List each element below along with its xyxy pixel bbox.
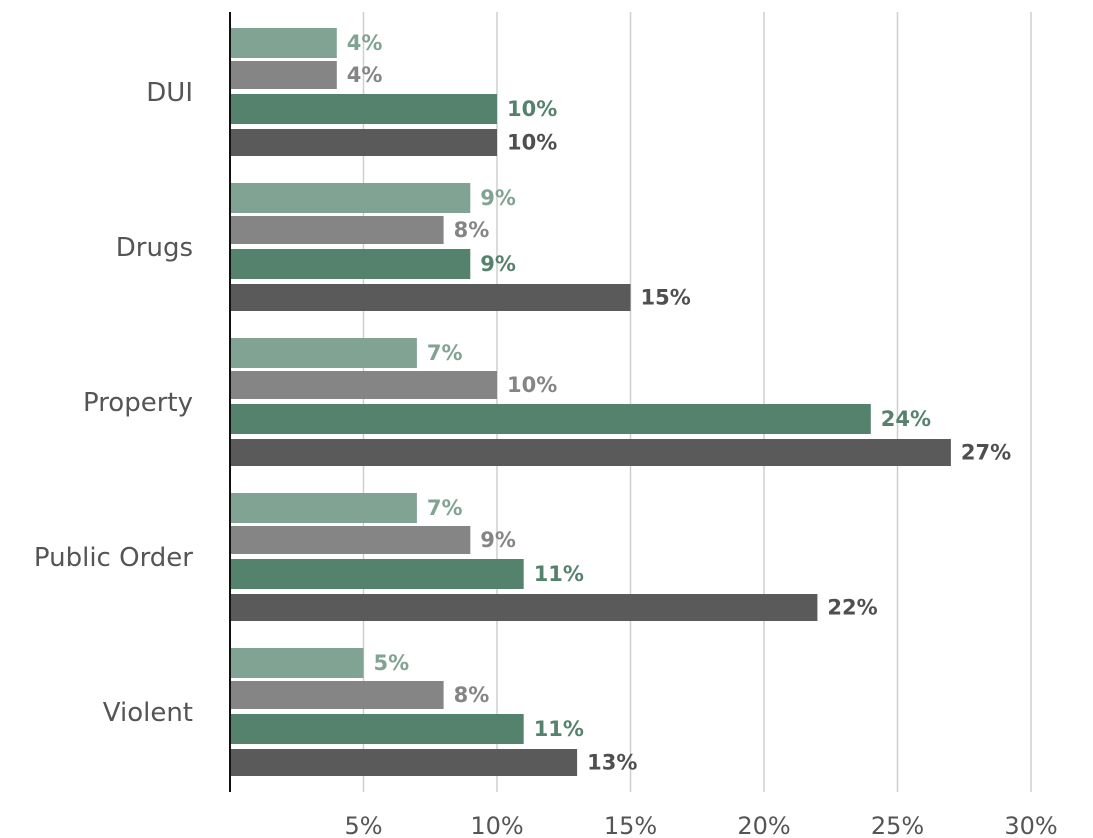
category-label: Drugs [116, 233, 193, 263]
data-label: 7% [427, 341, 463, 365]
data-label: 8% [454, 683, 490, 707]
bar [230, 284, 631, 311]
data-labels: 4% 4% 10% 10% 9% 8% 9% 15% 7% 10% 24% 27% 7% 9% 11% 22%… [347, 31, 1011, 775]
category-labels: DUI Drugs Property Public Order Violent [34, 78, 193, 728]
data-label: 5% [374, 651, 410, 675]
data-label: 24% [881, 407, 931, 431]
bar [230, 594, 818, 621]
data-label: 27% [961, 441, 1011, 465]
category-label: Violent [103, 698, 193, 728]
x-tick-label: 20% [737, 812, 790, 838]
bar [230, 681, 444, 709]
data-label: 15% [641, 286, 691, 310]
data-label: 9% [480, 186, 516, 210]
bar [230, 526, 471, 554]
bar [230, 714, 524, 744]
bar [230, 559, 524, 589]
data-label: 9% [480, 528, 516, 552]
data-label: 9% [480, 252, 516, 276]
category-label: DUI [146, 78, 193, 108]
data-label: 10% [507, 131, 557, 155]
bar [230, 749, 578, 776]
x-tick-label: 10% [470, 812, 523, 838]
data-label: 4% [347, 31, 383, 55]
data-label: 8% [454, 218, 490, 242]
data-label: 11% [534, 717, 584, 741]
bar [230, 249, 471, 279]
x-tick-label: 15% [604, 812, 657, 838]
bar [230, 648, 364, 678]
data-label: 10% [507, 373, 557, 397]
category-label: Public Order [34, 543, 193, 573]
category-label: Property [83, 388, 193, 418]
data-label: 11% [534, 562, 584, 586]
x-tick-label: 25% [871, 812, 924, 838]
bars [230, 28, 951, 776]
x-tick-label: 5% [344, 812, 382, 838]
bar [230, 216, 444, 244]
bar [230, 371, 497, 399]
x-axis-ticks: 5% 10% 15% 20% 25% 30% [344, 812, 1057, 838]
data-label: 7% [427, 496, 463, 520]
bar [230, 28, 337, 58]
bar [230, 338, 417, 368]
data-label: 13% [587, 751, 637, 775]
bar [230, 493, 417, 523]
bar [230, 129, 497, 156]
bar [230, 439, 951, 466]
data-label: 22% [827, 596, 877, 620]
bar [230, 94, 497, 124]
data-label: 4% [347, 63, 383, 87]
bar [230, 61, 337, 89]
bar [230, 183, 471, 213]
bar [230, 404, 871, 434]
x-tick-label: 30% [1004, 812, 1057, 838]
data-label: 10% [507, 97, 557, 121]
